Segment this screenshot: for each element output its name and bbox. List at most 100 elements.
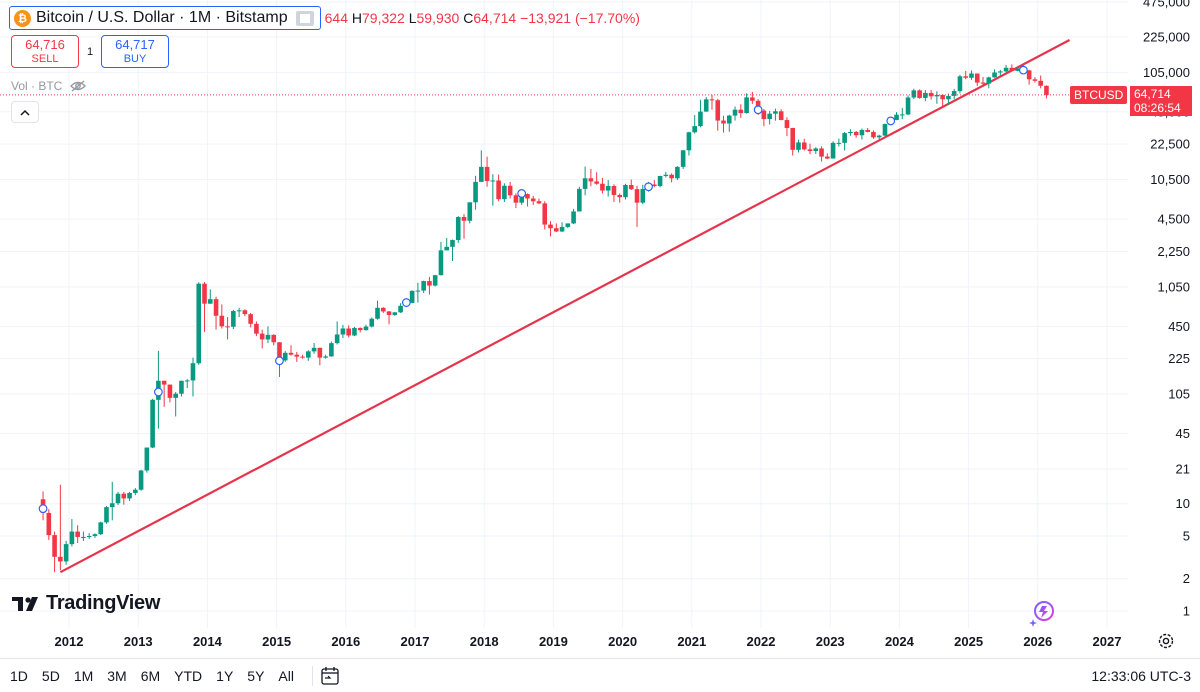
candle: [392, 312, 398, 316]
candle: [75, 525, 80, 544]
time-range-ytd[interactable]: YTD: [174, 667, 203, 684]
candle-body: [998, 71, 1003, 73]
collapse-legend-button[interactable]: [11, 101, 39, 123]
time-range-5y[interactable]: 5Y: [247, 667, 265, 684]
candle-body: [432, 275, 438, 286]
time-tick-label: 2024: [885, 634, 915, 649]
time-tick-label: 2016: [331, 634, 360, 649]
trendline-layer[interactable]: [59, 39, 1071, 574]
candle-body: [242, 310, 248, 315]
candle: [992, 69, 997, 78]
gear-icon[interactable]: [1157, 632, 1175, 650]
candle: [680, 150, 686, 169]
event-marker: [753, 105, 763, 115]
candle-body: [1032, 79, 1038, 81]
candle-body: [282, 352, 288, 361]
candle-body: [611, 186, 617, 195]
candle-body: [138, 470, 144, 490]
candle-body: [582, 178, 588, 189]
event-marker: [644, 182, 653, 192]
time-range-5d[interactable]: 5D: [41, 667, 60, 684]
candle-body: [63, 544, 69, 562]
candle-body: [1003, 67, 1009, 72]
candle: [692, 115, 697, 134]
volume-legend[interactable]: Vol · BTC: [11, 79, 87, 93]
candle: [219, 304, 225, 329]
candle-body: [519, 194, 524, 203]
candle: [242, 309, 248, 317]
time-range-3m[interactable]: 3M: [107, 667, 127, 684]
time-axis[interactable]: 2012 2013 2014 2015 2016 2017 2018 2019 2020 2021…: [55, 634, 1122, 649]
candle: [225, 317, 230, 340]
buy-button[interactable]: 64,717 BUY: [101, 35, 169, 68]
candle-body: [133, 489, 138, 493]
candle: [698, 99, 703, 128]
ohlc-low-label: L: [408, 10, 417, 26]
tradingview-logo[interactable]: TradingView: [12, 592, 160, 615]
candle-body: [254, 323, 259, 334]
candle-body: [357, 327, 363, 331]
candle-body: [271, 334, 277, 343]
candle: [894, 112, 899, 121]
time-tick-label: 2023: [816, 634, 845, 649]
flag-icon[interactable]: [295, 10, 314, 26]
candle-body: [1038, 80, 1043, 86]
sparkle-icon[interactable]: [1028, 599, 1056, 627]
trade-buttons: 64,716 SELL 1 64,717 BUY: [11, 35, 169, 68]
clock-timezone[interactable]: 12:33:06 UTC-3: [1091, 667, 1191, 684]
candle-body: [548, 224, 553, 229]
sell-button[interactable]: 64,716 SELL: [11, 35, 79, 68]
time-tick-label: 2020: [608, 634, 637, 649]
candle-body: [726, 115, 732, 124]
candle-body: [980, 82, 986, 84]
time-range-1y[interactable]: 1Y: [216, 667, 234, 684]
time-tick-label: 2021: [677, 634, 706, 649]
candle-body: [675, 166, 680, 179]
event-marker: [153, 387, 163, 397]
price-tick-label: 2: [1183, 571, 1190, 586]
candle: [265, 326, 271, 343]
time-range-1d[interactable]: 1D: [10, 667, 28, 684]
candle: [553, 223, 559, 233]
candle: [398, 303, 403, 313]
candle-body: [969, 73, 974, 78]
time-range-1m[interactable]: 1M: [73, 667, 94, 684]
candle-body: [871, 131, 876, 138]
time-tick-label: 2025: [954, 634, 983, 649]
candle-body: [329, 343, 334, 357]
candle-body: [225, 326, 230, 328]
candle-body: [986, 77, 992, 84]
candle: [721, 115, 726, 133]
price-tick-label: 1: [1183, 604, 1190, 619]
candle: [455, 216, 461, 243]
time-range-all[interactable]: All: [278, 667, 294, 684]
candle: [380, 307, 386, 313]
candle-body: [259, 333, 265, 340]
symbol-search-button[interactable]: ₿ Bitcoin / U.S. Dollar · 1M · Bitstamp: [9, 6, 321, 30]
candle-body: [825, 156, 830, 159]
candle-body: [905, 97, 911, 115]
candle: [946, 93, 951, 105]
candle-body: [744, 97, 749, 114]
candle-body: [784, 120, 790, 128]
candle-body: [819, 148, 824, 157]
candle: [928, 89, 934, 100]
candle: [207, 289, 213, 304]
candle-body: [773, 111, 778, 114]
candle-body: [911, 90, 917, 98]
time-range-6m[interactable]: 6M: [140, 667, 161, 684]
candle: [709, 94, 715, 110]
candle: [605, 180, 611, 197]
candle-body: [265, 334, 271, 340]
candle-body: [669, 174, 674, 179]
candle: [1009, 64, 1015, 72]
price-chart[interactable]: 475,000225,000105,00045,00022,50010,5004…: [0, 0, 1200, 658]
candle: [617, 193, 623, 203]
candle-body: [530, 198, 536, 202]
candle: [657, 175, 663, 188]
ohlc-readout: 644 H79,322 L59,930 C64,714 −13,921 (−17…: [325, 10, 640, 26]
eye-hidden-icon[interactable]: [70, 80, 87, 92]
calendar-goto-icon[interactable]: [319, 666, 341, 686]
candle-body: [479, 166, 484, 182]
candle: [963, 70, 969, 80]
